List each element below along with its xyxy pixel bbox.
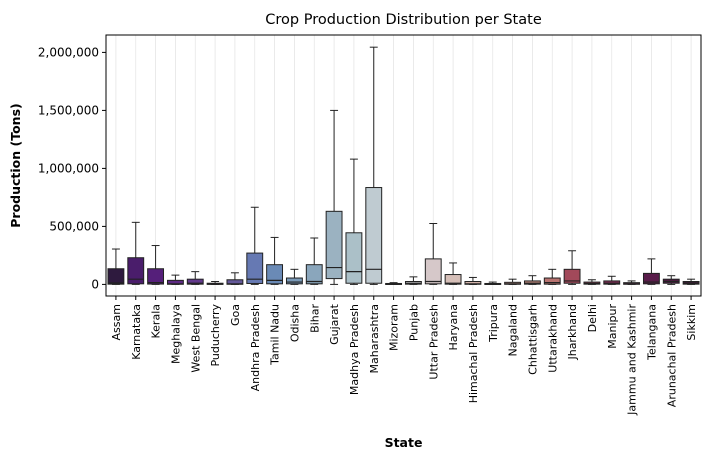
- box-jharkhand: [563, 250, 581, 285]
- y-tick-label: 1,500,000: [38, 103, 99, 117]
- box-maharashtra: [365, 46, 383, 285]
- box-tamil-nadu: [266, 236, 284, 285]
- x-tick-label: Jharkhand: [566, 304, 579, 361]
- box-body: [325, 210, 343, 280]
- box-body: [186, 278, 204, 285]
- box-body: [266, 264, 284, 285]
- box-bihar: [305, 237, 323, 285]
- box-meghalaya: [166, 274, 184, 285]
- box-delhi: [583, 279, 601, 285]
- x-tick-label: Mizoram: [388, 304, 401, 351]
- box-uttarakhand: [543, 268, 561, 285]
- y-tick-label: 500,000: [49, 219, 99, 233]
- boxes: [107, 46, 700, 285]
- box-body: [523, 280, 541, 285]
- box-tripura: [484, 281, 502, 285]
- box-body: [127, 257, 145, 285]
- box-body: [147, 268, 165, 285]
- x-tick-label: Telangana: [645, 304, 658, 361]
- x-tick-label: West Bengal: [189, 304, 202, 373]
- x-tick-label: Uttar Pradesh: [427, 304, 440, 380]
- box-body: [107, 268, 125, 285]
- box-mizoram: [385, 282, 403, 285]
- chart-title: Crop Production Distribution per State: [265, 12, 542, 28]
- x-tick-label: Kerala: [150, 304, 163, 339]
- plot-frame: [105, 34, 702, 297]
- x-tick-label: Uttarakhand: [546, 304, 559, 373]
- x-tick-label: Tripura: [487, 304, 500, 343]
- box-andhra-pradesh: [246, 206, 264, 285]
- x-tick-label: Nagaland: [507, 304, 520, 356]
- x-tick-label: Tamil Nadu: [269, 304, 282, 366]
- x-tick-label: Delhi: [586, 304, 599, 332]
- box-body: [285, 277, 303, 285]
- x-tick-label: Arunachal Pradesh: [665, 304, 678, 407]
- x-tick-label: Goa: [229, 304, 242, 326]
- box-arunachal-pradesh: [662, 275, 680, 285]
- box-puducherry: [206, 281, 224, 285]
- x-tick-label: Maharashtra: [368, 304, 381, 374]
- y-tick-label: 1,000,000: [38, 161, 99, 175]
- y-axis-label: Production (Tons): [8, 103, 23, 228]
- box-body: [365, 187, 383, 284]
- grid-lines: [115, 35, 692, 296]
- x-tick-label: Sikkim: [685, 304, 698, 341]
- box-body: [345, 232, 363, 284]
- box-body: [642, 272, 660, 285]
- x-tick-label: Jammu and Kashmir: [626, 304, 639, 416]
- box-haryana: [444, 262, 462, 285]
- x-tick-label: Andhra Pradesh: [249, 304, 262, 391]
- box-chhattisgarh: [523, 275, 541, 285]
- box-uttar-pradesh: [424, 223, 442, 285]
- box-sikkim: [682, 278, 700, 285]
- box-himachal-pradesh: [464, 276, 482, 285]
- y-tick-label: 2,000,000: [38, 45, 99, 59]
- x-tick-label: Bihar: [308, 304, 321, 333]
- y-tick-label: 0: [91, 277, 99, 291]
- x-tick-label: Himachal Pradesh: [467, 304, 480, 403]
- box-assam: [107, 248, 125, 285]
- x-tick-label: Meghalaya: [169, 304, 182, 364]
- box-telangana: [642, 258, 660, 285]
- box-odisha: [285, 268, 303, 285]
- box-kerala: [147, 245, 165, 285]
- box-madhya-pradesh: [345, 158, 363, 285]
- box-body: [543, 277, 561, 285]
- box-body: [444, 274, 462, 285]
- x-tick-label: Punjab: [407, 304, 420, 341]
- x-tick-label: Madhya Pradesh: [348, 304, 361, 395]
- x-tick-label: Haryana: [447, 304, 460, 351]
- box-body: [603, 280, 621, 285]
- x-tick-label: Assam: [110, 304, 123, 340]
- y-axis: 0 500,000 1,000,000 1,500,000 2,000,000: [38, 45, 106, 291]
- x-tick-label: Gujarat: [328, 303, 341, 345]
- box-body: [424, 258, 442, 285]
- box-goa: [226, 272, 244, 285]
- box-body: [563, 268, 581, 284]
- box-nagaland: [504, 278, 522, 285]
- x-axis: Assam Karnataka Kerala Meghalaya West Bengal…: [110, 296, 698, 416]
- box-west-bengal: [186, 271, 204, 285]
- box-jammu-and-kashmir: [623, 280, 641, 285]
- x-tick-label: Karnataka: [130, 304, 143, 360]
- box-body: [246, 252, 264, 284]
- box-karnataka: [127, 221, 145, 285]
- box-gujarat: [325, 109, 343, 285]
- box-body: [305, 264, 323, 285]
- x-axis-label: State: [385, 435, 423, 450]
- x-tick-label: Odisha: [288, 304, 301, 342]
- x-tick-label: Puducherry: [209, 304, 222, 367]
- box-punjab: [404, 276, 422, 285]
- x-tick-label: Chhattisgarh: [526, 304, 539, 375]
- x-tick-label: Manipur: [606, 304, 619, 349]
- box-manipur: [603, 275, 621, 285]
